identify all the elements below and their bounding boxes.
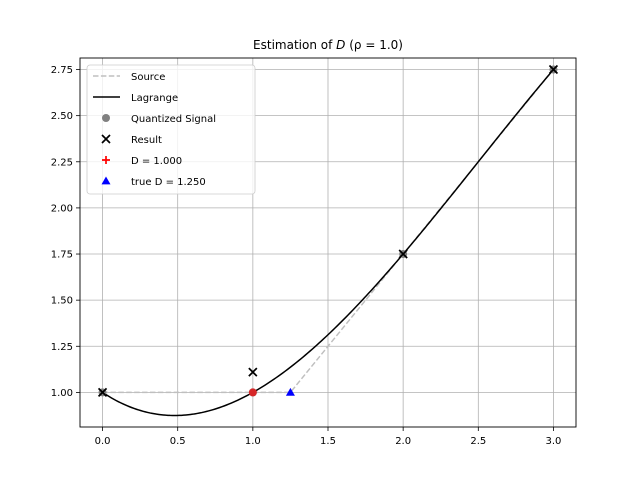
x-tick-label-4: 2.0 — [395, 436, 411, 447]
y-tick-label-1: 1.25 — [51, 342, 73, 353]
legend-box — [86, 64, 256, 195]
series-result-point-1 — [248, 367, 258, 377]
y-tick-label-7: 2.75 — [51, 65, 73, 76]
x-tick-label-0: 0.0 — [95, 436, 111, 447]
legend-symbol-d-1-000 — [102, 156, 110, 164]
y-tick-label-4: 2.00 — [51, 203, 73, 214]
x-tick-label-6: 3.0 — [546, 436, 562, 447]
legend-label-quantized-signal: Quantized Signal — [131, 114, 216, 125]
legend-symbol-quantized-signal — [102, 114, 110, 122]
x-tick-label-2: 1.0 — [245, 436, 261, 447]
legend-label-true-d-1-250: true D = 1.250 — [131, 177, 206, 188]
plot-area: 0.0 0.5 1.0 1.5 2.0 2.5 3.0 1.00 1.25 1.50 1.75 2.0… — [51, 57, 577, 447]
y-tick-label-6: 2.50 — [51, 111, 73, 122]
legend-label-d-1-000: D = 1.000 — [131, 156, 182, 167]
series-lagrange-curve — [102, 69, 555, 417]
y-tick-label-0: 1.00 — [51, 388, 73, 399]
y-tick-label-2: 1.50 — [51, 296, 73, 307]
x-tick-label-5: 2.5 — [470, 436, 486, 447]
y-tick-label-3: 1.75 — [51, 250, 73, 261]
legend: Source Lagrange Quantized Signal Result D = … — [86, 64, 256, 195]
series-result-point-3 — [548, 64, 559, 75]
x-tick-label-3: 1.5 — [320, 436, 336, 447]
series-d-1-000-point-0 — [248, 388, 257, 397]
chart-title: Estimation of D (ρ = 1.0) — [253, 38, 403, 52]
series-true-d-1-250-point-0 — [285, 387, 295, 396]
series-result-point-0 — [97, 387, 108, 398]
legend-symbol-result — [101, 134, 111, 144]
legend-symbol-true-d-1-250 — [101, 176, 111, 185]
legend-label-lagrange: Lagrange — [131, 93, 178, 104]
legend-label-result: Result — [131, 135, 162, 146]
x-tick-label-1: 0.5 — [170, 436, 186, 447]
series-result-point-2 — [398, 249, 408, 259]
y-tick-label-5: 2.25 — [51, 157, 73, 168]
legend-label-source: Source — [131, 72, 165, 83]
